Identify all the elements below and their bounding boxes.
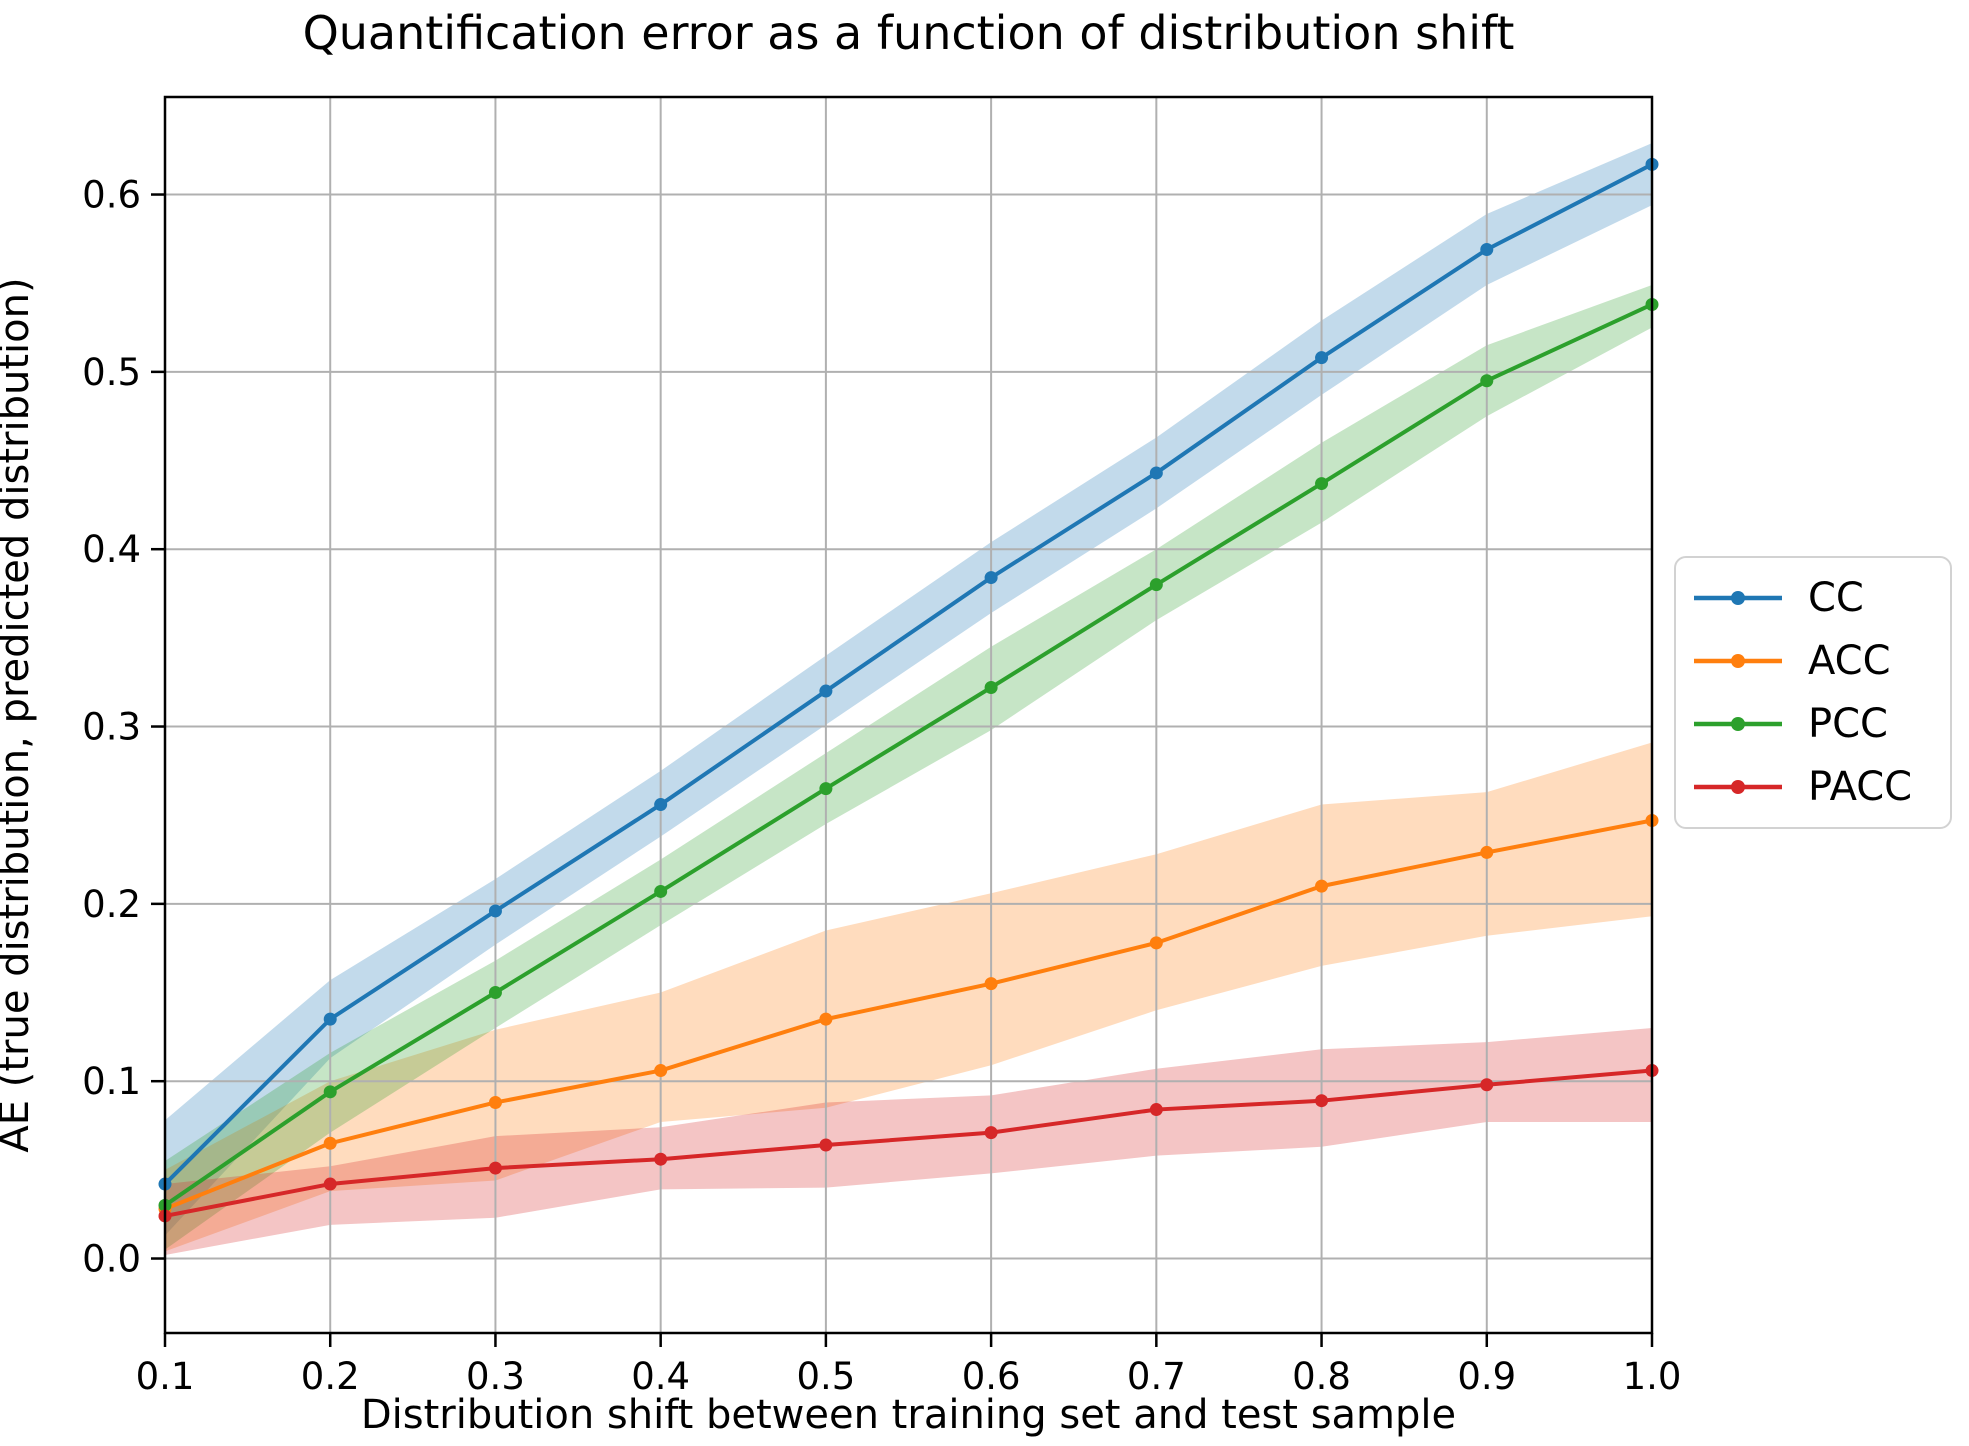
- confidence-band-pcc: [165, 284, 1652, 1250]
- data-point-marker-pacc: [1315, 1094, 1329, 1108]
- y-tick-label: 0.2: [82, 883, 141, 926]
- y-tick-label: 0.1: [82, 1060, 141, 1103]
- x-tick-label: 0.1: [136, 1355, 195, 1398]
- data-point-marker-pcc: [819, 782, 833, 796]
- data-point-marker-acc: [1480, 845, 1494, 859]
- x-tick-label: 0.3: [466, 1355, 525, 1398]
- x-axis-label: Distribution shift between training set …: [360, 1392, 1457, 1438]
- data-point-marker-cc: [323, 1012, 337, 1026]
- confidence-band-cc: [165, 143, 1652, 1236]
- confidence-band-pacc: [165, 1027, 1652, 1255]
- x-tick-label: 0.4: [631, 1355, 690, 1398]
- data-point-marker-pacc: [819, 1138, 833, 1152]
- data-point-marker-cc: [819, 684, 833, 698]
- y-tick-label: 0.5: [82, 351, 141, 394]
- data-point-marker-acc: [654, 1064, 668, 1078]
- data-point-marker-pcc: [654, 884, 668, 898]
- data-point-marker-acc: [323, 1136, 337, 1150]
- data-point-marker-cc: [488, 904, 502, 918]
- legend-item-cc: CC: [1676, 578, 1950, 618]
- data-point-marker-pacc: [323, 1177, 337, 1191]
- legend-line-sample: [1694, 653, 1782, 668]
- y-tick-label: 0.0: [82, 1238, 141, 1281]
- x-tick-label: 0.6: [962, 1355, 1021, 1398]
- data-point-marker-pacc: [488, 1161, 502, 1175]
- x-tick-label: 0.8: [1292, 1355, 1351, 1398]
- data-point-marker-pcc: [1480, 374, 1494, 388]
- legend-line-sample: [1694, 717, 1782, 732]
- data-point-marker-acc: [819, 1012, 833, 1026]
- data-point-marker-cc: [654, 798, 668, 812]
- x-tick-label: 0.7: [1127, 1355, 1186, 1398]
- data-point-marker-cc: [1480, 243, 1494, 257]
- series-line-pacc: [163, 1068, 1654, 1218]
- data-point-marker-pcc: [1149, 578, 1163, 592]
- y-tick-label: 0.6: [82, 174, 141, 217]
- x-tick-label: 0.5: [796, 1355, 855, 1398]
- y-tick-label: 0.4: [82, 528, 141, 571]
- confidence-band-acc: [165, 742, 1652, 1252]
- data-point-marker-pcc: [1315, 477, 1329, 491]
- legend-item-pcc: PCC: [1676, 704, 1950, 744]
- legend-line-sample: [1694, 590, 1782, 605]
- data-point-marker-acc: [1315, 879, 1329, 893]
- legend-line-sample: [1694, 780, 1782, 795]
- legend-label: CC: [1808, 574, 1864, 621]
- legend-item-acc: ACC: [1676, 641, 1950, 681]
- data-point-marker-pcc: [323, 1085, 337, 1099]
- data-point-marker-acc: [984, 977, 998, 991]
- data-point-marker-pacc: [984, 1126, 998, 1140]
- chart-title: Quantification error as a function of di…: [302, 6, 1515, 60]
- legend-label: PCC: [1808, 701, 1888, 748]
- data-point-marker-cc: [1149, 466, 1163, 480]
- data-point-marker-pacc: [1480, 1078, 1494, 1092]
- data-point-marker-acc: [488, 1095, 502, 1109]
- data-point-marker-cc: [984, 571, 998, 585]
- series-line-cc: [163, 162, 1654, 1187]
- legend-label: ACC: [1808, 637, 1891, 684]
- series-line-pcc: [163, 302, 1654, 1208]
- x-tick-label: 1.0: [1623, 1355, 1682, 1398]
- axes-spines: [163, 95, 1654, 1335]
- data-point-marker-pcc: [984, 681, 998, 695]
- x-tick-label: 0.2: [301, 1355, 360, 1398]
- data-point-marker-pacc: [1149, 1103, 1163, 1117]
- data-point-marker-acc: [1149, 936, 1163, 950]
- data-point-marker-pcc: [488, 986, 502, 1000]
- legend: CC ACC PCC PACC: [1674, 556, 1952, 829]
- series-line-acc: [163, 818, 1654, 1211]
- data-point-marker-cc: [1315, 351, 1329, 365]
- y-tick-label: 0.3: [82, 706, 141, 749]
- legend-label: PACC: [1808, 764, 1913, 811]
- data-point-marker-pacc: [654, 1152, 668, 1166]
- legend-item-pacc: PACC: [1676, 767, 1950, 807]
- x-tick-label: 0.9: [1457, 1355, 1516, 1398]
